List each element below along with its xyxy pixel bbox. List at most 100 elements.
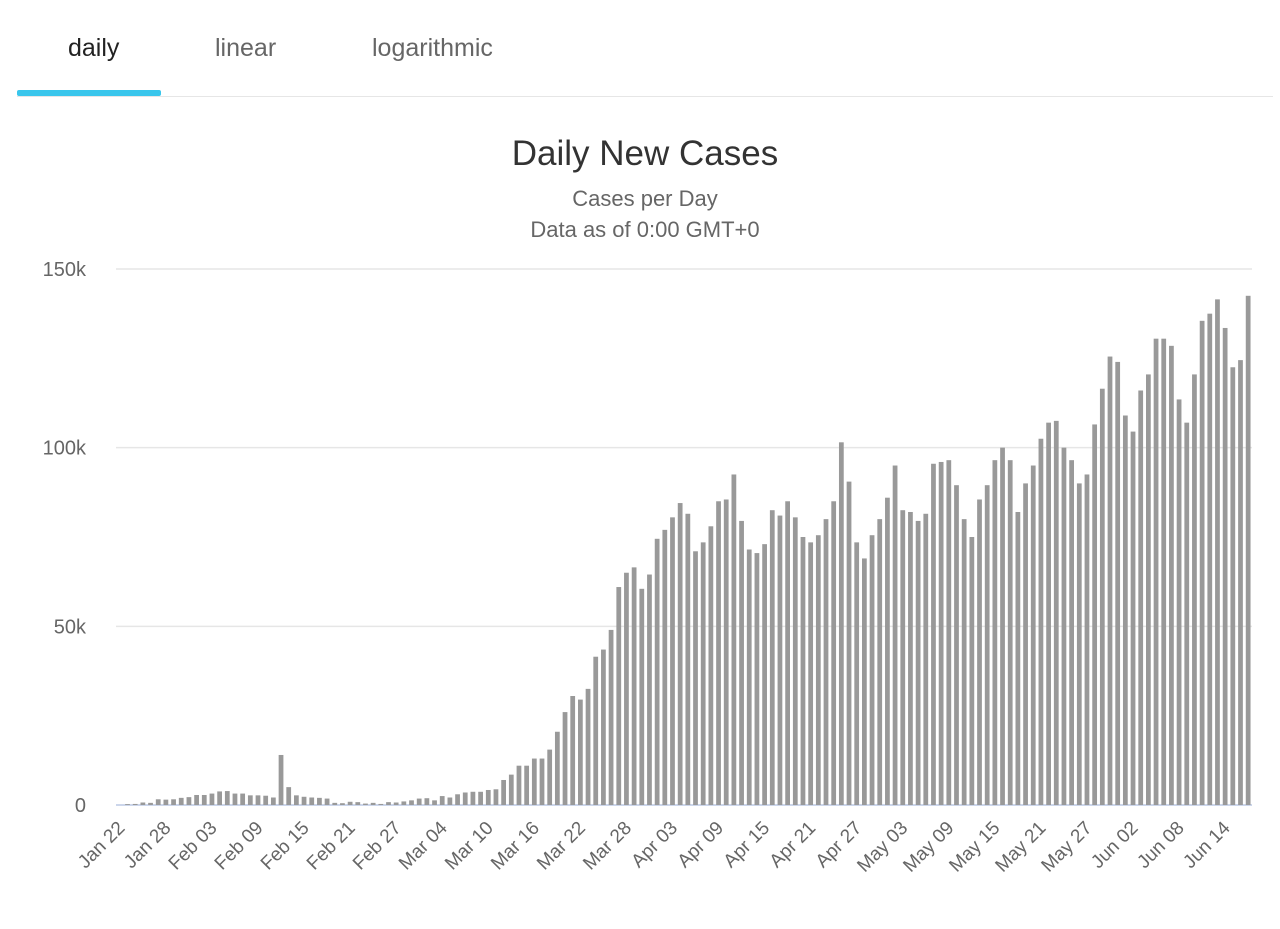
chart-bar[interactable] (516, 765, 522, 805)
chart-bar[interactable] (416, 798, 422, 805)
chart-bar[interactable] (1115, 361, 1121, 805)
chart-bar[interactable] (723, 499, 729, 805)
chart-bar[interactable] (485, 789, 491, 805)
chart-bar[interactable] (1184, 422, 1190, 805)
chart-bar[interactable] (938, 461, 944, 805)
chart-bar[interactable] (270, 797, 276, 806)
chart-bar[interactable] (178, 797, 184, 805)
chart-bar[interactable] (424, 798, 430, 805)
chart-bar[interactable] (294, 795, 299, 805)
chart-bar[interactable] (700, 542, 706, 805)
chart-bar[interactable] (1222, 327, 1228, 805)
chart-bar[interactable] (409, 800, 414, 805)
chart-bar[interactable] (286, 787, 292, 805)
chart-bar[interactable] (1122, 415, 1128, 805)
chart-bar[interactable] (1138, 390, 1144, 805)
chart-bar[interactable] (877, 519, 883, 805)
chart-bar[interactable] (340, 803, 345, 805)
chart-bar[interactable] (869, 535, 875, 805)
chart-bar[interactable] (255, 795, 261, 805)
chart-bar[interactable] (301, 796, 307, 805)
chart-bar[interactable] (1169, 345, 1174, 805)
chart-bar[interactable] (639, 588, 645, 805)
chart-bar[interactable] (677, 503, 683, 805)
chart-bar[interactable] (1238, 360, 1243, 805)
chart-bar[interactable] (961, 519, 967, 805)
chart-bar[interactable] (1107, 356, 1113, 805)
chart-bar[interactable] (739, 520, 744, 805)
chart-bar[interactable] (908, 511, 913, 805)
chart-bar[interactable] (547, 749, 553, 805)
chart-bar[interactable] (992, 460, 998, 805)
chart-bar[interactable] (693, 551, 698, 805)
chart-bar[interactable] (670, 517, 675, 805)
chart-bar[interactable] (1076, 483, 1082, 805)
chart-bar[interactable] (846, 481, 852, 805)
chart-bar[interactable] (363, 803, 368, 805)
chart-bar[interactable] (140, 802, 146, 806)
chart-bar[interactable] (946, 460, 952, 805)
chart-bar[interactable] (1215, 299, 1220, 805)
chart-bar[interactable] (708, 526, 714, 805)
chart-bar[interactable] (1030, 465, 1036, 805)
chart-bar[interactable] (984, 485, 990, 805)
chart-bar[interactable] (762, 544, 767, 805)
chart-bar[interactable] (647, 574, 652, 805)
chart-bar[interactable] (716, 501, 721, 805)
chart-bar[interactable] (393, 802, 399, 806)
chart-bar[interactable] (462, 792, 468, 805)
chart-bar[interactable] (969, 537, 975, 805)
chart-bar[interactable] (370, 802, 376, 805)
chart-bar[interactable] (977, 499, 982, 805)
chart-bar[interactable] (224, 791, 230, 805)
chart-bar[interactable] (785, 501, 790, 805)
chart-bar[interactable] (447, 797, 453, 806)
chart-bar[interactable] (209, 793, 215, 805)
chart-bar[interactable] (539, 758, 545, 805)
chart-bar[interactable] (148, 802, 153, 805)
chart-bar[interactable] (493, 789, 499, 805)
chart-bar[interactable] (163, 799, 169, 805)
chart-bar[interactable] (1192, 374, 1197, 805)
chart-bar[interactable] (554, 731, 560, 805)
chart-bar[interactable] (838, 442, 844, 805)
chart-bar[interactable] (608, 629, 614, 805)
chart-bar[interactable] (217, 791, 222, 805)
chart-bar[interactable] (1130, 431, 1136, 805)
chart-bar[interactable] (900, 510, 906, 805)
chart-bar[interactable] (1230, 367, 1236, 805)
chart-bar[interactable] (915, 520, 921, 805)
chart-bar[interactable] (562, 712, 568, 805)
chart-bar[interactable] (455, 794, 460, 805)
chart-bar[interactable] (508, 774, 514, 805)
chart-bar[interactable] (132, 803, 138, 805)
chart-bar[interactable] (1245, 295, 1251, 805)
chart-bar[interactable] (355, 802, 361, 805)
chart-bar[interactable] (1084, 474, 1090, 805)
chart-bar[interactable] (1176, 399, 1182, 805)
chart-bar[interactable] (662, 529, 668, 805)
chart-bar[interactable] (792, 517, 798, 805)
chart-bar[interactable] (155, 799, 161, 805)
chart-bar[interactable] (186, 797, 192, 805)
chart-bar[interactable] (1146, 374, 1151, 805)
tab-linear[interactable]: linear (215, 34, 277, 62)
chart-bar[interactable] (531, 758, 537, 805)
chart-bar[interactable] (201, 794, 207, 805)
chart-bar[interactable] (324, 798, 330, 805)
chart-bar[interactable] (1046, 422, 1051, 805)
tab-daily[interactable]: daily (68, 34, 120, 62)
chart-bar[interactable] (125, 804, 130, 805)
chart-bar[interactable] (1023, 483, 1028, 805)
chart-bar[interactable] (654, 538, 660, 805)
chart-bar[interactable] (378, 803, 384, 805)
chart-bar[interactable] (524, 765, 530, 805)
chart-bar[interactable] (746, 549, 752, 805)
chart-bar[interactable] (1015, 511, 1021, 805)
chart-bar[interactable] (1038, 438, 1044, 805)
chart-bar[interactable] (800, 537, 806, 805)
chart-bar[interactable] (1061, 447, 1067, 805)
chart-bar[interactable] (754, 553, 760, 805)
chart-bar[interactable] (616, 587, 622, 805)
chart-bar[interactable] (885, 497, 890, 805)
